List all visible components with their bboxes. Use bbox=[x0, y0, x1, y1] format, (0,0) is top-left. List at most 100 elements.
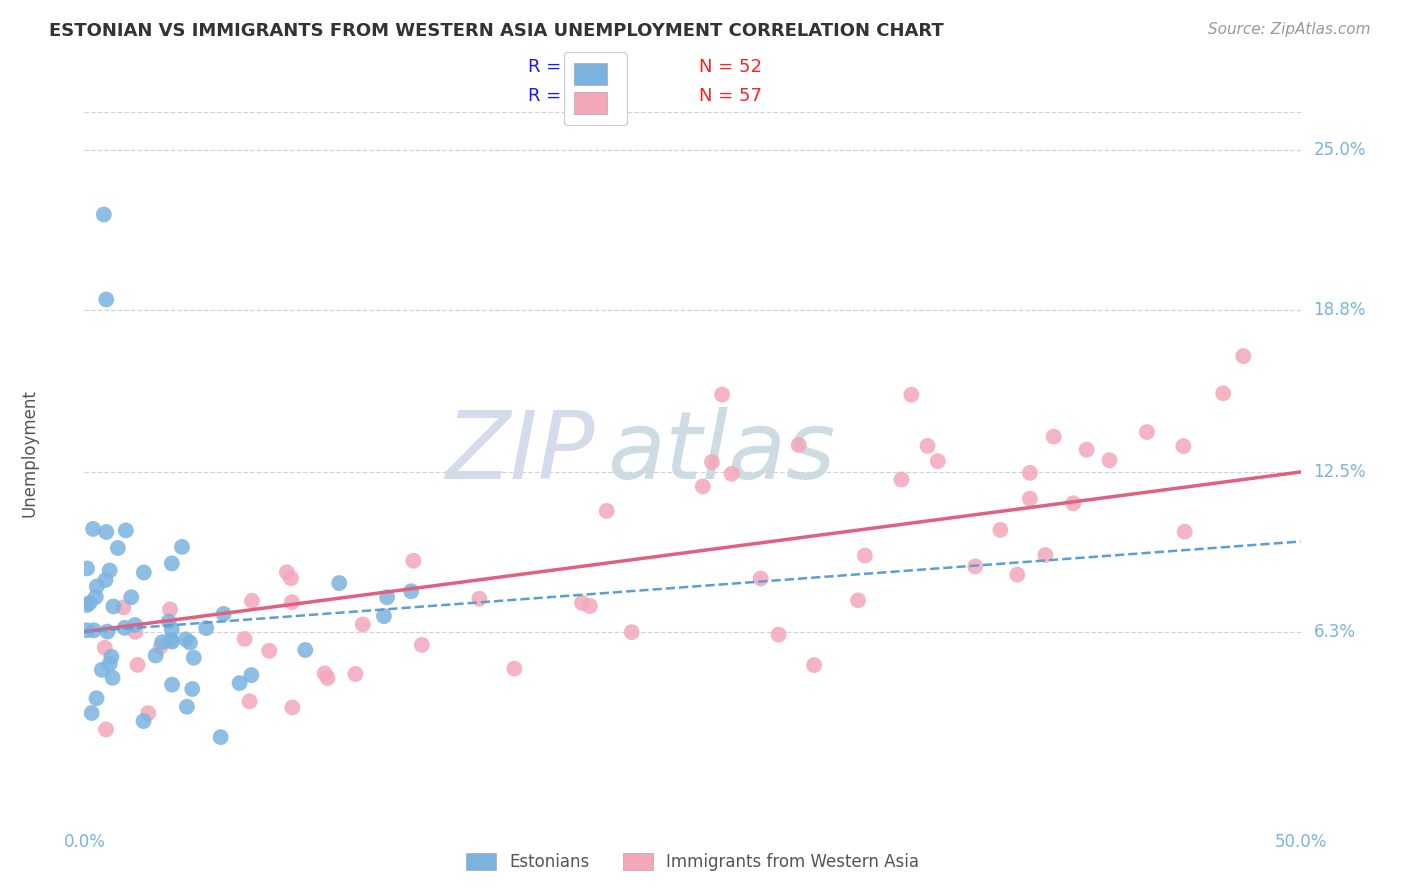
Point bbox=[157, 615, 180, 629]
Point bbox=[76, 561, 98, 575]
Text: N = 52: N = 52 bbox=[699, 58, 762, 76]
Point bbox=[402, 554, 425, 568]
Point bbox=[76, 598, 98, 612]
Point bbox=[136, 706, 159, 720]
Point bbox=[94, 640, 117, 655]
Point bbox=[124, 624, 146, 639]
Point bbox=[124, 618, 146, 632]
Point bbox=[174, 632, 197, 647]
Point bbox=[84, 590, 107, 604]
Point bbox=[195, 621, 218, 635]
Point bbox=[257, 644, 280, 658]
Point bbox=[176, 699, 198, 714]
Point bbox=[228, 676, 250, 690]
Point bbox=[373, 609, 395, 624]
Text: 0.0%: 0.0% bbox=[63, 833, 105, 851]
Point bbox=[1232, 349, 1254, 363]
Point bbox=[181, 681, 204, 696]
Point bbox=[90, 663, 112, 677]
Point bbox=[375, 591, 398, 605]
Point bbox=[86, 579, 108, 593]
Point bbox=[212, 607, 235, 621]
Point bbox=[240, 594, 263, 608]
Point bbox=[145, 648, 167, 663]
Point bbox=[103, 599, 125, 614]
Point bbox=[115, 524, 138, 538]
Point bbox=[98, 564, 121, 578]
Point bbox=[927, 454, 949, 468]
Point bbox=[468, 591, 491, 606]
Point bbox=[711, 387, 734, 401]
Point bbox=[1212, 386, 1234, 401]
Point bbox=[80, 706, 103, 720]
Point bbox=[1136, 425, 1159, 439]
Point bbox=[900, 388, 922, 402]
Point bbox=[132, 566, 155, 580]
Point bbox=[749, 572, 772, 586]
Point bbox=[98, 657, 121, 671]
Point bbox=[1062, 496, 1084, 510]
Point bbox=[159, 602, 181, 616]
Point bbox=[160, 678, 183, 692]
Point bbox=[150, 635, 173, 649]
Point bbox=[803, 658, 825, 673]
Point bbox=[96, 624, 118, 639]
Point bbox=[82, 522, 104, 536]
Point bbox=[114, 621, 136, 635]
Text: 50.0%: 50.0% bbox=[1274, 833, 1327, 851]
Point bbox=[96, 524, 118, 539]
Point bbox=[294, 643, 316, 657]
Point bbox=[620, 625, 643, 640]
Point bbox=[149, 640, 172, 654]
Point bbox=[720, 467, 742, 481]
Point bbox=[160, 557, 183, 571]
Point bbox=[280, 571, 302, 585]
Point bbox=[112, 600, 135, 615]
Text: R = 0.607: R = 0.607 bbox=[529, 87, 619, 105]
Point bbox=[411, 638, 433, 652]
Text: ESTONIAN VS IMMIGRANTS FROM WESTERN ASIA UNEMPLOYMENT CORRELATION CHART: ESTONIAN VS IMMIGRANTS FROM WESTERN ASIA… bbox=[49, 22, 943, 40]
Point bbox=[239, 694, 262, 708]
Point bbox=[132, 714, 155, 728]
Point bbox=[107, 541, 129, 555]
Text: 6.3%: 6.3% bbox=[1313, 623, 1355, 640]
Point bbox=[1019, 466, 1042, 480]
Point bbox=[316, 671, 339, 685]
Point bbox=[170, 540, 193, 554]
Point bbox=[233, 632, 256, 646]
Point bbox=[1007, 567, 1029, 582]
Point bbox=[94, 723, 117, 737]
Point bbox=[890, 473, 912, 487]
Point bbox=[101, 671, 124, 685]
Text: 18.8%: 18.8% bbox=[1313, 301, 1367, 318]
Legend: , : , bbox=[564, 53, 627, 125]
Point bbox=[86, 691, 108, 706]
Point bbox=[328, 576, 350, 591]
Point bbox=[183, 650, 205, 665]
Point bbox=[94, 573, 117, 587]
Point bbox=[853, 549, 876, 563]
Point bbox=[595, 504, 617, 518]
Point bbox=[787, 438, 810, 452]
Point bbox=[352, 617, 374, 632]
Text: 25.0%: 25.0% bbox=[1313, 141, 1367, 159]
Text: atlas: atlas bbox=[607, 407, 835, 499]
Point bbox=[965, 559, 987, 574]
Text: R = 0.026: R = 0.026 bbox=[529, 58, 619, 76]
Point bbox=[314, 666, 336, 681]
Point bbox=[988, 523, 1011, 537]
Point bbox=[579, 599, 602, 613]
Point bbox=[240, 668, 263, 682]
Point bbox=[768, 627, 790, 641]
Point bbox=[127, 657, 149, 672]
Text: 12.5%: 12.5% bbox=[1313, 463, 1367, 481]
Point bbox=[399, 584, 422, 599]
Point bbox=[1173, 439, 1195, 453]
Point bbox=[1042, 429, 1064, 443]
Point bbox=[76, 624, 98, 638]
Point bbox=[1018, 491, 1040, 506]
Point bbox=[1076, 442, 1098, 457]
Point bbox=[179, 635, 201, 649]
Point bbox=[120, 591, 142, 605]
Text: N = 57: N = 57 bbox=[699, 87, 762, 105]
